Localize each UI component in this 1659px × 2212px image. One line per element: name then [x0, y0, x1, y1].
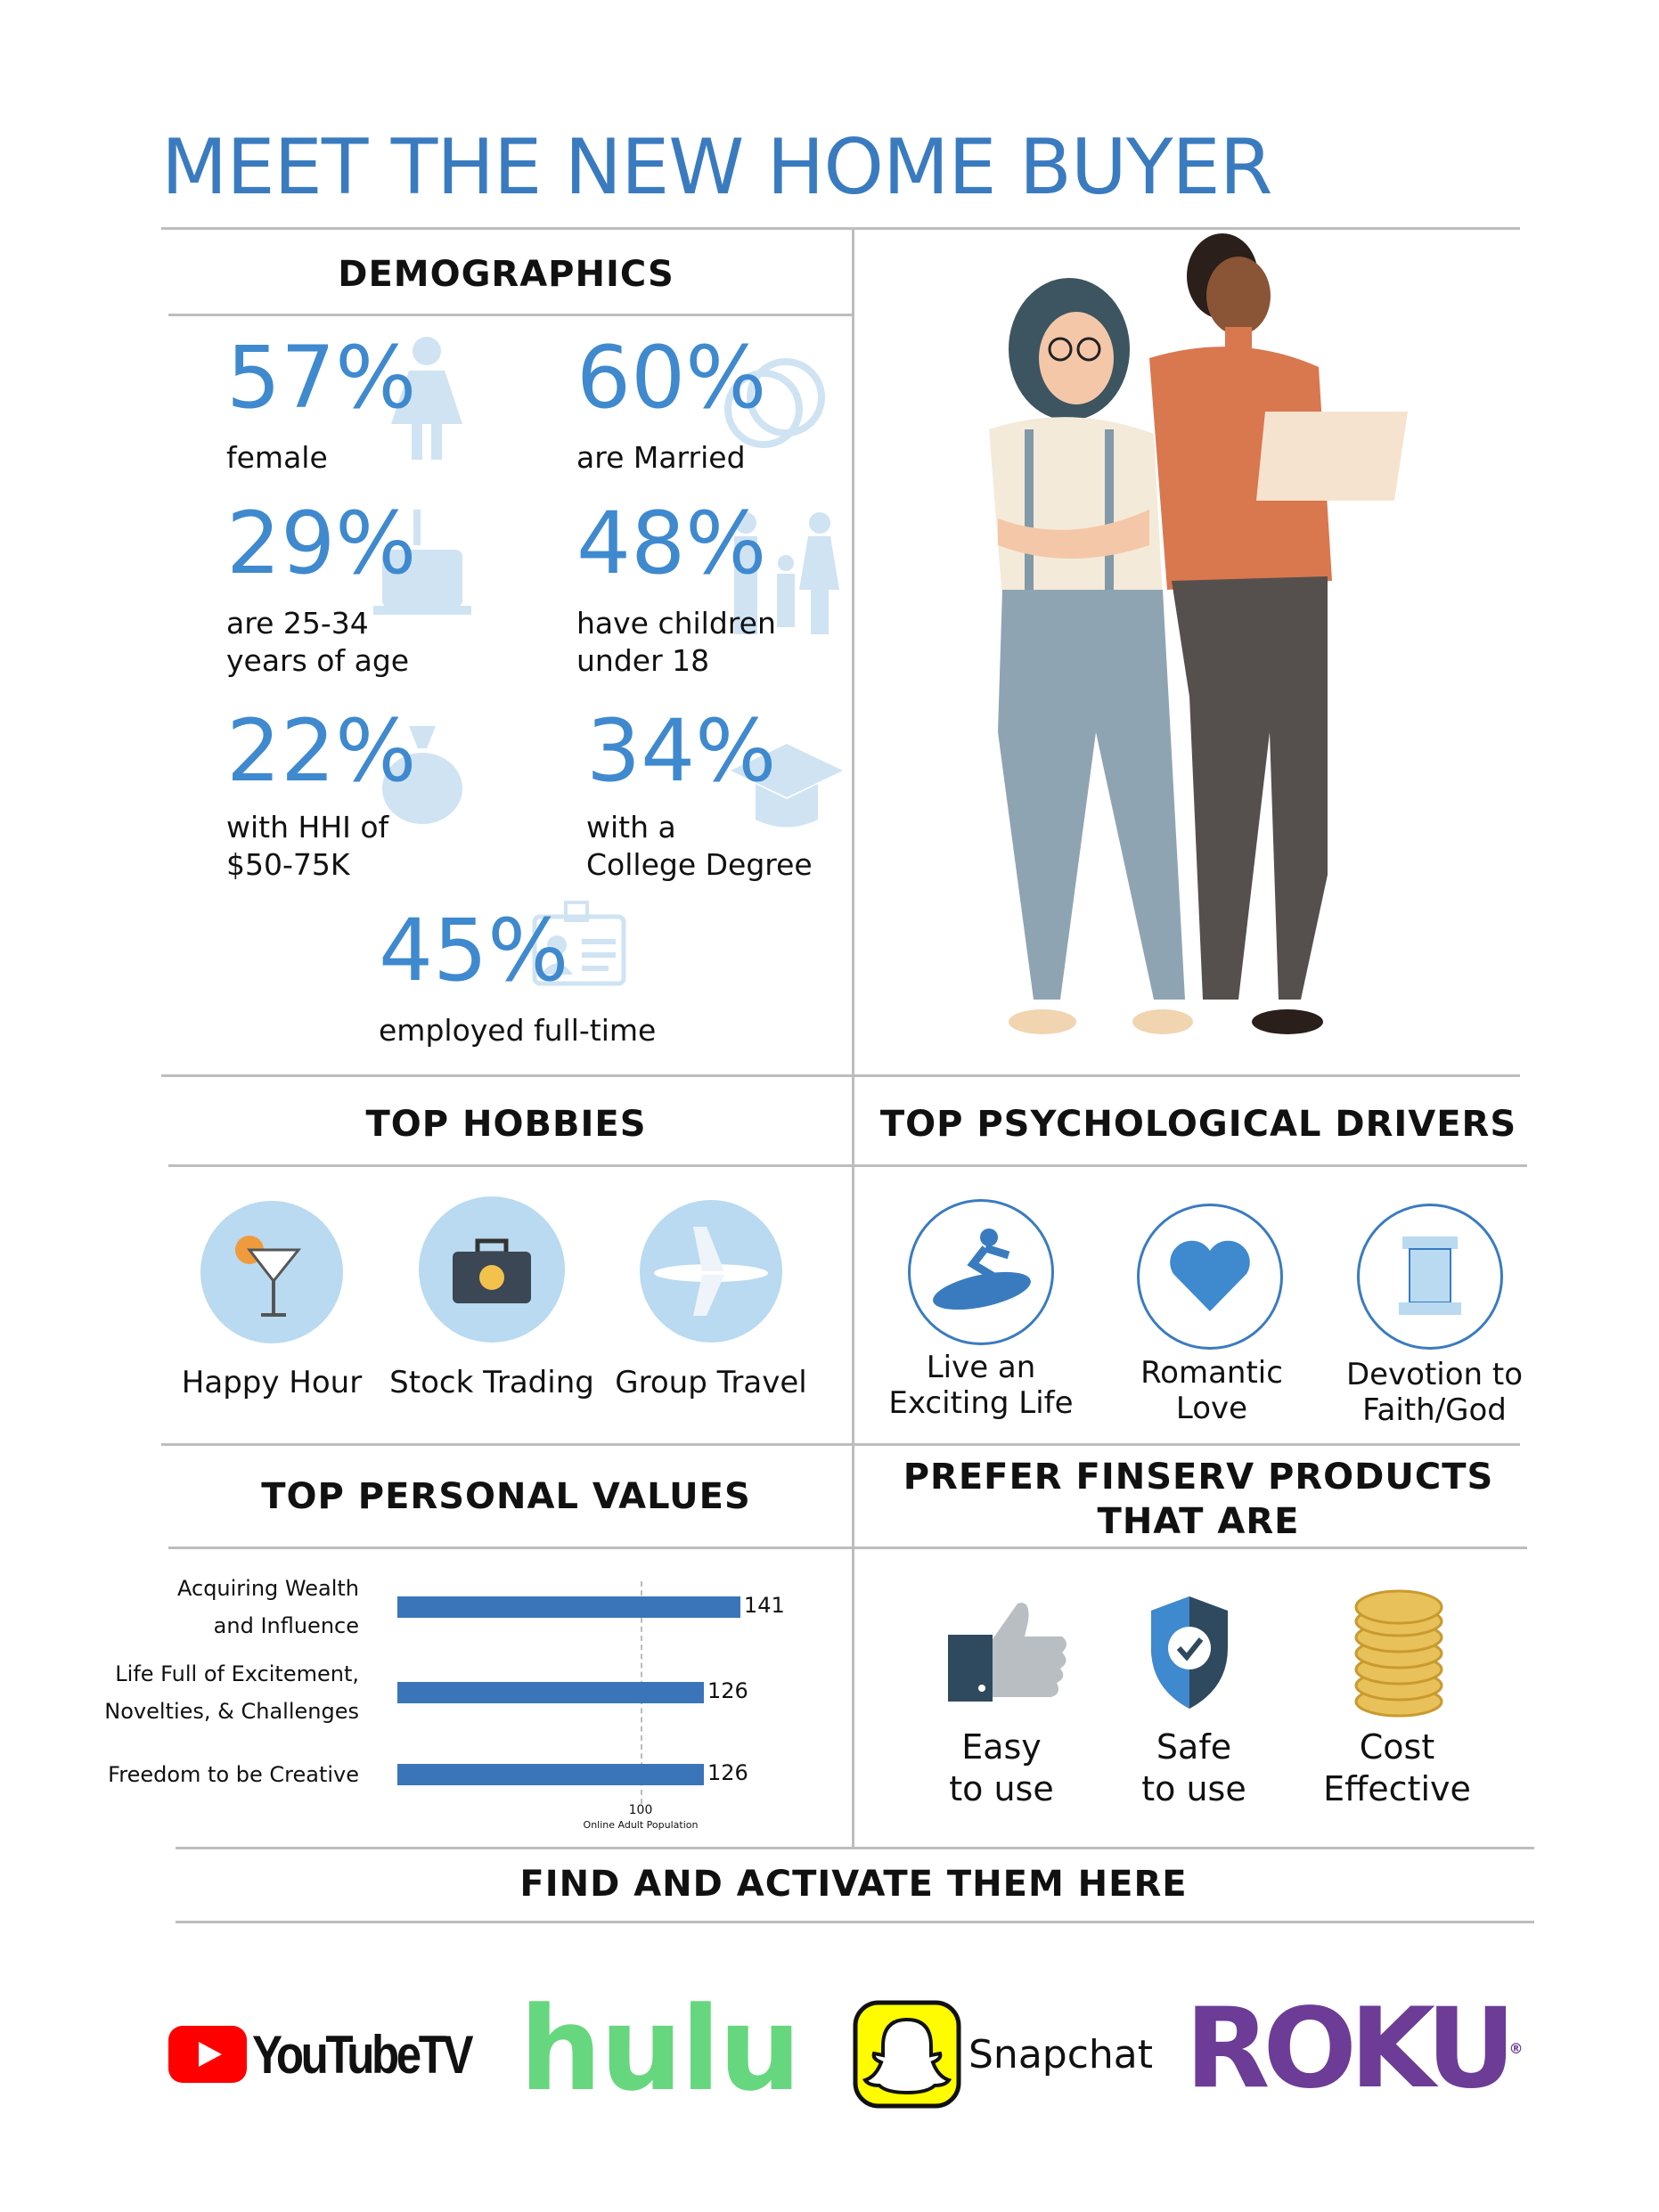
driver-label: Faith/God: [1362, 1392, 1507, 1428]
thumbs-up-icon: [948, 1603, 1066, 1702]
driver-label: Exciting Life: [888, 1385, 1074, 1421]
hobby-label: Stock Trading: [389, 1365, 594, 1400]
hulu-logo[interactable]: hulu: [519, 1981, 801, 2117]
drivers-header: TOP PSYCHOLOGICAL DRIVERS: [879, 1104, 1517, 1145]
bar-value-label: 126: [707, 1678, 748, 1703]
bar: [397, 1682, 704, 1703]
roku-logo[interactable]: ROKU®: [1185, 1985, 1524, 2113]
stat-value: 60%: [576, 328, 767, 428]
rings-icon: [719, 339, 826, 468]
column-icon: [1357, 1204, 1503, 1350]
divider: [161, 227, 1520, 230]
driver-label: Devotion to: [1345, 1357, 1524, 1392]
hobby-label: Group Travel: [615, 1365, 807, 1400]
stat-value: 45%: [379, 901, 569, 1000]
family-icon: [723, 510, 839, 638]
stat-label: female: [226, 440, 328, 475]
finserv-label: Effective: [1323, 1769, 1471, 1808]
stat-value: 29%: [226, 494, 417, 593]
stat-value: 34%: [586, 701, 777, 801]
divider: [168, 314, 853, 316]
stat-label: are Married: [576, 440, 746, 475]
youtube-play-icon: [168, 2026, 247, 2083]
stat-label: $50-75K: [226, 847, 350, 882]
finserv-label: Cost: [1359, 1727, 1435, 1767]
stat-label: under 18: [576, 643, 710, 678]
divider: [852, 227, 854, 1849]
coins-icon: [1354, 1589, 1443, 1718]
category-label: Life Full of Excitement,: [115, 1661, 359, 1686]
home-buyers-illustration: [989, 233, 1408, 1034]
category-label: Novelties, & Challenges: [104, 1699, 359, 1724]
stat-label: years of age: [226, 643, 410, 678]
stat-label: have children: [576, 606, 776, 641]
bar: [397, 1764, 704, 1785]
finserv-label: to use: [949, 1769, 1054, 1808]
cake-icon: [369, 501, 476, 629]
finserv-label: Easy: [961, 1727, 1042, 1767]
category-label: Freedom to be Creative: [108, 1762, 359, 1787]
divider: [168, 1164, 1527, 1167]
snapchat-logo[interactable]: Snapchat: [853, 2000, 1153, 2109]
surfer-icon: [908, 1199, 1054, 1345]
hobby-label: Happy Hour: [181, 1365, 363, 1400]
youtube-tv-logo[interactable]: YouTubeTV: [168, 2022, 509, 2086]
stat-label: are 25-34: [226, 606, 369, 641]
finserv-label: Safe: [1156, 1727, 1232, 1767]
category-label: Acquiring Wealth: [177, 1576, 359, 1601]
graduation-cap-icon: [729, 735, 845, 837]
category-label: and Influence: [213, 1613, 359, 1638]
stat-label: College Degree: [586, 847, 813, 882]
cocktail-icon: [200, 1201, 343, 1343]
airplane-icon: [640, 1200, 782, 1343]
divider: [161, 1074, 1520, 1077]
id-card-icon: [530, 899, 628, 992]
shield-check-icon: [1151, 1596, 1228, 1709]
page-title: MEET THE NEW HOME BUYER: [161, 123, 1272, 212]
roku-wordmark: ROKU: [1185, 1985, 1516, 2113]
heart-icon: [1137, 1204, 1283, 1350]
woman-icon: [378, 335, 476, 463]
driver-label: Romantic: [1140, 1355, 1283, 1391]
stat-value: 22%: [226, 701, 417, 801]
reference-value: 100: [628, 1803, 653, 1817]
stat-label: with HHI of: [226, 810, 389, 845]
reference-sublabel: Online Adult Population: [583, 1819, 699, 1831]
bar-value-label: 126: [707, 1760, 748, 1785]
stat-label: with a: [586, 810, 676, 845]
finserv-header-line2: THAT ARE: [1097, 1501, 1300, 1542]
divider: [176, 1921, 1534, 1923]
divider: [168, 1547, 1527, 1549]
values-header: TOP PERSONAL VALUES: [261, 1476, 751, 1517]
bar-value-label: 141: [743, 1593, 785, 1618]
stat-value: 57%: [226, 328, 417, 428]
bar: [397, 1596, 740, 1618]
stat-label: employed full-time: [379, 1013, 657, 1048]
divider: [176, 1847, 1534, 1849]
stat-value: 48%: [576, 494, 767, 593]
finserv-header-line1: PREFER FINSERV PRODUCTS: [903, 1457, 1494, 1498]
activate-header: FIND AND ACTIVATE THEM HERE: [519, 1864, 1188, 1905]
divider: [161, 1443, 1520, 1446]
demographics-header: DEMOGRAPHICS: [338, 254, 674, 295]
finserv-label: to use: [1141, 1769, 1246, 1808]
money-bag-icon: [378, 717, 467, 828]
driver-label: Love: [1175, 1391, 1248, 1426]
snapchat-ghost-icon: [853, 2000, 961, 2109]
hobbies-header: TOP HOBBIES: [365, 1104, 647, 1145]
briefcase-icon: [419, 1196, 565, 1343]
driver-label: Live an: [926, 1350, 1036, 1385]
